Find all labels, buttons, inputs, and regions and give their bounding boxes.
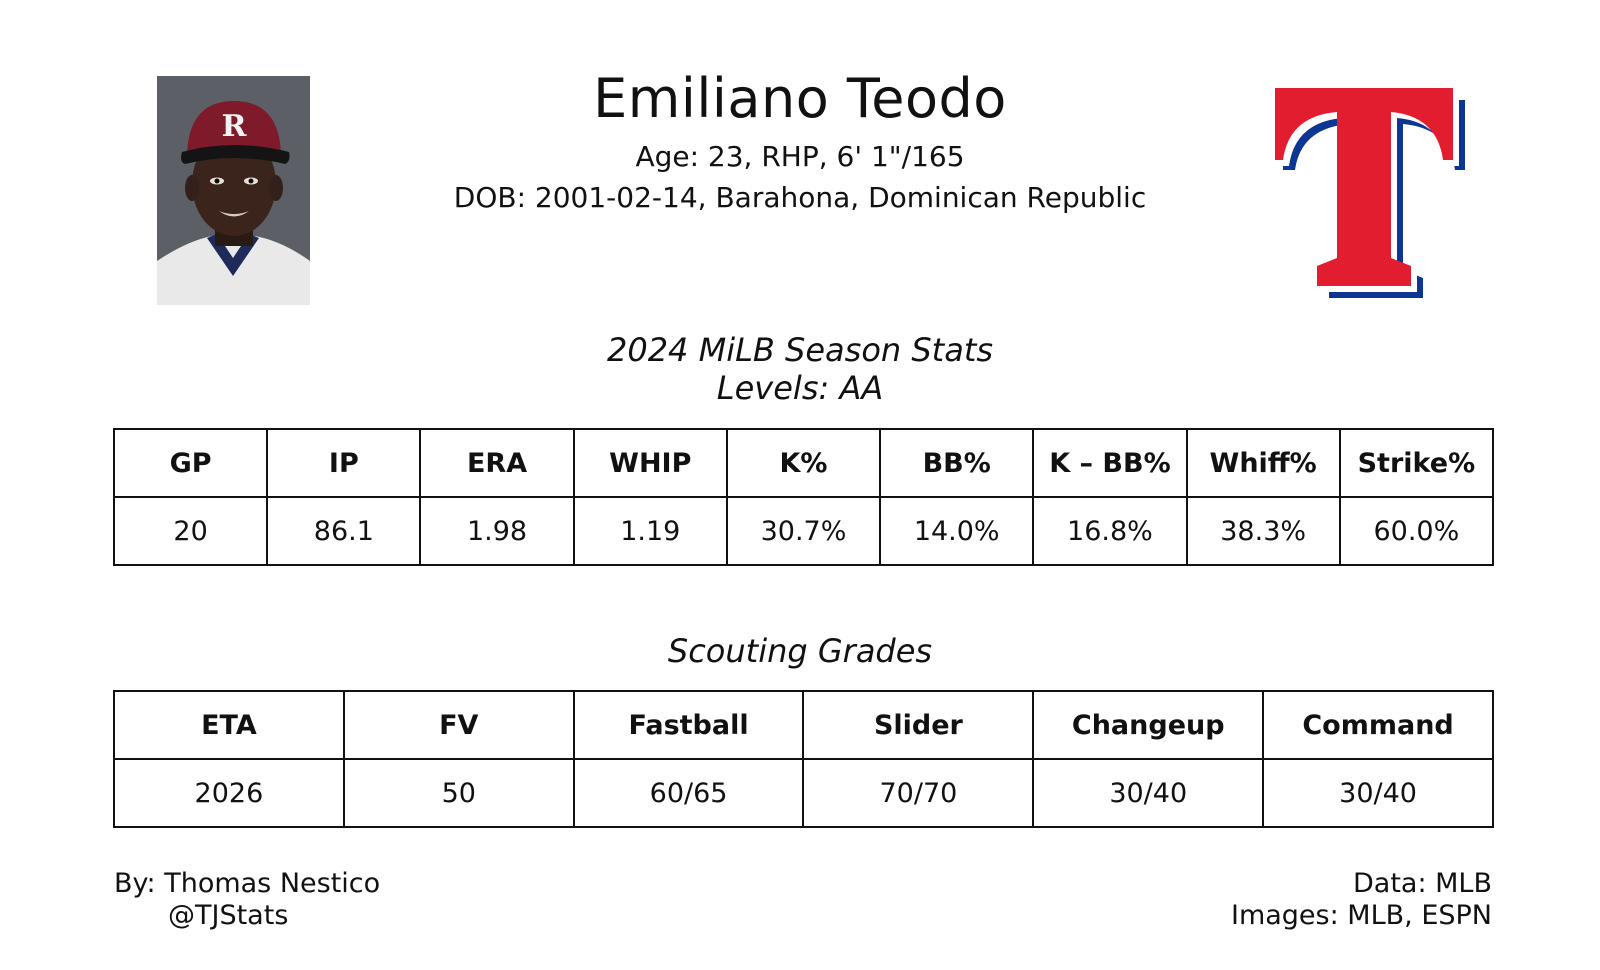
texas-rangers-t-logo-icon	[1275, 88, 1465, 298]
grades-value-changeup: 30/40	[1032, 758, 1265, 828]
stats-value-bb-pct: 14.0%	[879, 496, 1035, 566]
grades-header-slider: Slider	[802, 690, 1035, 760]
footer-handle: @TJStats	[168, 900, 289, 931]
player-photo: R	[157, 76, 310, 305]
footer-images-source: Images: MLB, ESPN	[1230, 900, 1492, 931]
grades-title: Scouting Grades	[667, 632, 933, 670]
stats-header-strike-pct: Strike%	[1338, 428, 1495, 498]
grades-header-row: ETA FV Fastball Slider Changeup Command	[113, 690, 1494, 760]
footer-data-source: Data: MLB	[1352, 868, 1492, 899]
player-dob-line: DOB: 2001-02-14, Barahona, Dominican Rep…	[453, 181, 1147, 214]
grades-value-eta: 2026	[113, 758, 345, 828]
stats-header-ip: IP	[266, 428, 422, 498]
grades-header-command: Command	[1262, 690, 1494, 760]
grades-value-fv: 50	[342, 758, 575, 828]
stats-value-ip: 86.1	[266, 496, 422, 566]
grades-value-slider: 70/70	[802, 758, 1035, 828]
stats-header-gp: GP	[112, 428, 269, 498]
stats-title: 2024 MiLB Season Stats	[606, 331, 994, 369]
svg-text:R: R	[222, 109, 248, 144]
stats-value-whiff-pct: 38.3%	[1185, 496, 1341, 566]
player-age-line: Age: 23, RHP, 6' 1"/165	[635, 140, 965, 173]
grades-header-fastball: Fastball	[572, 690, 805, 760]
team-logo	[1275, 82, 1470, 302]
grades-value-fastball: 60/65	[572, 758, 805, 828]
player-name: Emiliano Teodo	[593, 67, 1007, 130]
grades-header-eta: ETA	[113, 690, 345, 760]
stats-value-era: 1.98	[419, 496, 575, 566]
stats-header-bb-pct: BB%	[879, 428, 1035, 498]
season-stats-table: GP IP ERA WHIP K% BB% K – BB% Whiff% Str…	[112, 428, 1495, 566]
stats-value-k-bb-pct: 16.8%	[1032, 496, 1188, 566]
grades-header-fv: FV	[342, 690, 575, 760]
stats-value-whip: 1.19	[572, 496, 728, 566]
grades-value-row: 2026 50 60/65 70/70 30/40 30/40	[113, 758, 1494, 828]
stats-value-strike-pct: 60.0%	[1338, 496, 1495, 566]
stats-subtitle: Levels: AA	[716, 369, 884, 407]
stats-value-k-pct: 30.7%	[725, 496, 882, 566]
player-headshot-icon: R	[157, 76, 310, 305]
stats-header-era: ERA	[419, 428, 575, 498]
footer-sources: Data: MLB Images: MLB, ESPN	[1231, 868, 1492, 932]
stats-header-row: GP IP ERA WHIP K% BB% K – BB% Whiff% Str…	[112, 428, 1495, 498]
stats-value-gp: 20	[112, 496, 269, 566]
stats-header-k-pct: K%	[725, 428, 882, 498]
stats-header-k-bb-pct: K – BB%	[1032, 428, 1188, 498]
grades-value-command: 30/40	[1262, 758, 1494, 828]
stats-header-whiff-pct: Whiff%	[1185, 428, 1341, 498]
grades-header-changeup: Changeup	[1032, 690, 1265, 760]
stats-value-row: 20 86.1 1.98 1.19 30.7% 14.0% 16.8% 38.3…	[112, 496, 1495, 566]
scouting-grades-table: ETA FV Fastball Slider Changeup Command …	[113, 690, 1494, 828]
footer-credits: By: Thomas Nestico @TJStats	[114, 868, 380, 932]
stats-header-whip: WHIP	[572, 428, 728, 498]
footer-author: By: Thomas Nestico	[114, 868, 381, 899]
